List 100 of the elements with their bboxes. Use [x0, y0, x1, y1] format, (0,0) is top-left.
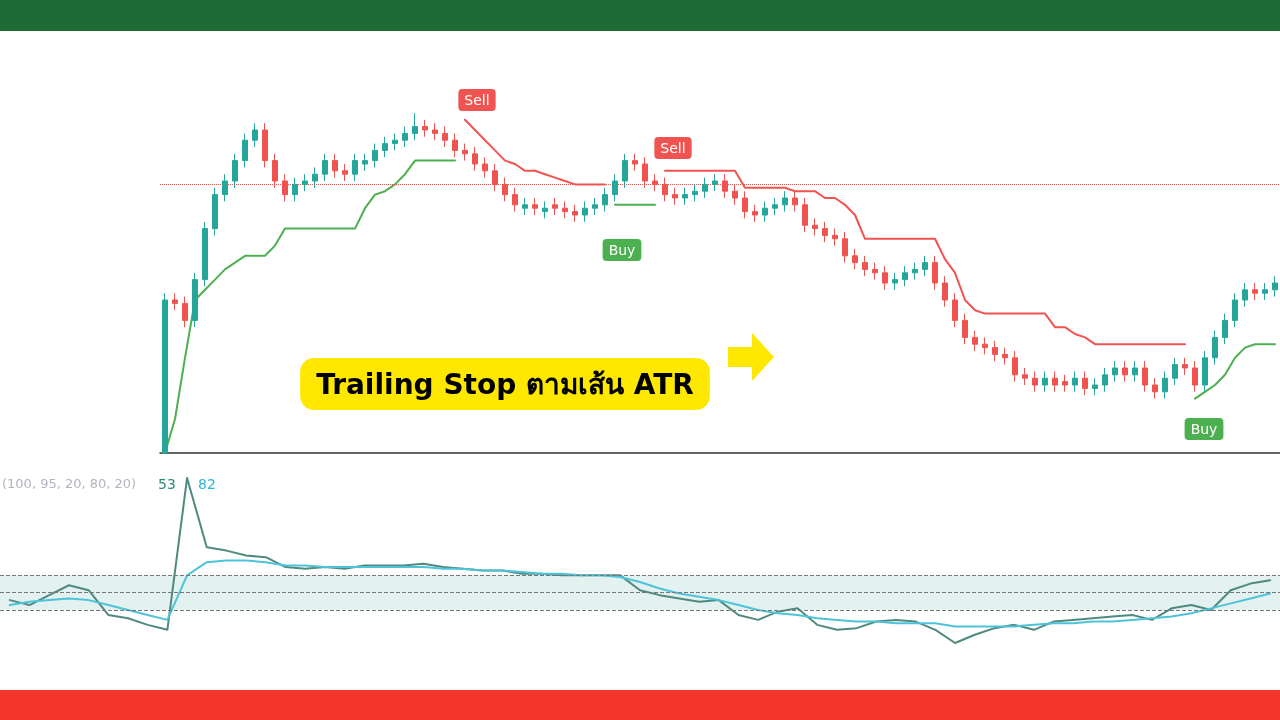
candlestick [302, 173, 308, 192]
candlestick [292, 177, 298, 202]
candlestick [1102, 367, 1108, 393]
candlestick [872, 262, 878, 281]
annotation: Buy [608, 242, 636, 258]
candlestick [532, 197, 538, 216]
candlestick [792, 190, 798, 213]
candlestick [692, 183, 698, 202]
candlestick [812, 217, 818, 236]
candlestick [822, 221, 828, 243]
candlestick [902, 265, 908, 287]
candlestick [382, 136, 388, 158]
candlestick [912, 262, 918, 281]
candlestick [432, 122, 438, 141]
candlestick [232, 153, 238, 189]
candlestick [1022, 367, 1028, 386]
candlestick [372, 143, 378, 168]
candlestick [262, 122, 268, 168]
candlestick [762, 200, 768, 223]
candlestick [462, 143, 468, 162]
candlestick [752, 204, 758, 223]
candlestick [1012, 350, 1018, 383]
candlestick [992, 340, 998, 362]
annotation: Trailing Stop ตามเส้น ATR [316, 367, 694, 401]
candlestick [422, 119, 428, 138]
candlestick [1092, 377, 1098, 396]
candlestick [552, 197, 558, 216]
annotation: 53 [158, 476, 176, 492]
candlestick [352, 153, 358, 182]
candlestick [1042, 370, 1048, 393]
text: Sell [464, 92, 490, 108]
candlestick [592, 197, 598, 216]
candlestick [1182, 357, 1188, 376]
candlestick [402, 126, 408, 148]
candlestick [322, 153, 328, 182]
candlestick [362, 153, 368, 172]
candlestick [1272, 275, 1278, 298]
candlestick [1222, 313, 1228, 345]
candlestick [842, 231, 848, 264]
candlestick [1062, 374, 1068, 393]
candlestick [892, 272, 898, 291]
candlestick [932, 255, 938, 291]
candlestick [832, 228, 838, 247]
candlestick [582, 200, 588, 223]
candlestick [522, 197, 528, 216]
candlestick [1032, 370, 1038, 393]
candlestick [1122, 360, 1128, 383]
candlestick [1262, 282, 1268, 301]
candlestick [1202, 350, 1208, 393]
annotation: 82 [198, 476, 216, 492]
candlestick [392, 132, 398, 151]
annotation: Sell [660, 140, 686, 156]
candlestick [612, 173, 618, 202]
candlestick [1112, 360, 1118, 383]
candlestick [962, 313, 968, 345]
candlestick [742, 190, 748, 219]
candlestick [1242, 282, 1248, 308]
annotation: (100, 95, 20, 80, 20) [2, 476, 137, 491]
candlestick [1052, 370, 1058, 393]
candlestick [452, 132, 458, 158]
candlestick [1002, 347, 1008, 366]
candlestick [442, 126, 448, 148]
candlestick [882, 265, 888, 291]
candlestick [622, 153, 628, 189]
candlestick [1162, 370, 1168, 400]
candlestick [972, 330, 978, 352]
candlestick [472, 146, 478, 172]
candlestick [242, 132, 248, 168]
candlestick [512, 187, 518, 213]
candlestick [1172, 357, 1178, 386]
candlestick [702, 177, 708, 199]
candlestick [1152, 377, 1158, 400]
candlestick [672, 187, 678, 206]
candlestick [182, 296, 188, 328]
candlestick [772, 197, 778, 216]
candlestick [942, 275, 948, 308]
candlestick [202, 221, 208, 287]
candlestick [862, 255, 868, 277]
candlestick [852, 248, 858, 270]
candlestick [782, 190, 788, 213]
candlestick [982, 336, 988, 355]
candlestick [682, 187, 688, 206]
candlestick [332, 153, 338, 179]
candlestick [1252, 282, 1258, 301]
candlestick [922, 255, 928, 277]
annotation: Buy [1190, 421, 1218, 437]
candlestick [342, 163, 348, 182]
candlestick [1232, 292, 1238, 328]
candlestick [1072, 370, 1078, 393]
candlestick [212, 187, 218, 236]
candlestick [1142, 360, 1148, 393]
candlestick [482, 156, 488, 179]
candlestick [312, 166, 318, 189]
candlestick [1132, 360, 1138, 383]
candlestick [222, 173, 228, 202]
candlestick [252, 122, 258, 148]
candlestick [602, 187, 608, 213]
candlestick [1192, 360, 1198, 393]
candlestick [562, 200, 568, 219]
candlestick [192, 272, 198, 328]
